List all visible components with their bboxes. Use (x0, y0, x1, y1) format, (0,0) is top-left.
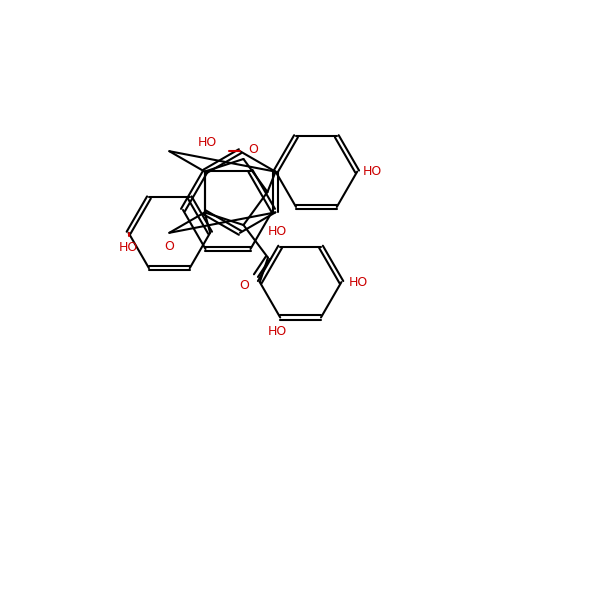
Text: HO: HO (268, 325, 287, 338)
Text: O: O (164, 240, 174, 253)
Text: HO: HO (363, 165, 382, 178)
Text: HO: HO (119, 241, 138, 254)
Text: O: O (248, 143, 258, 156)
Text: HO: HO (198, 136, 217, 149)
Text: O: O (239, 278, 249, 292)
Text: HO: HO (268, 225, 287, 238)
Text: HO: HO (349, 275, 368, 289)
